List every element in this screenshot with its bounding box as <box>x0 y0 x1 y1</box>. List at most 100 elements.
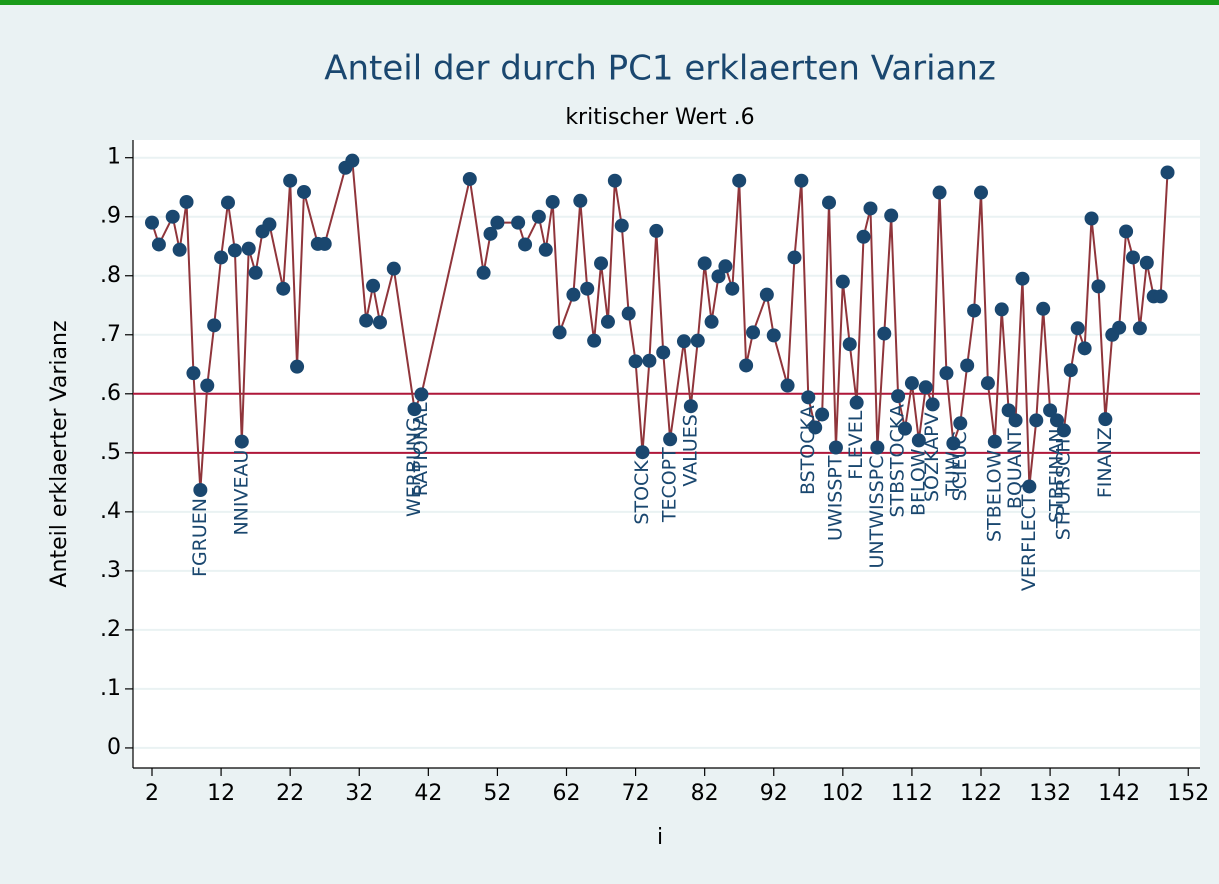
x-axis-label: i <box>657 825 663 850</box>
y-tick-label: .2 <box>100 617 121 642</box>
marker <box>1008 413 1023 428</box>
y-tick-label: .8 <box>100 263 121 288</box>
marker <box>366 278 381 293</box>
y-tick-label: .7 <box>100 322 121 347</box>
point-label: SCIEUC <box>949 431 971 501</box>
y-tick-label: .5 <box>100 440 121 465</box>
marker <box>898 421 913 436</box>
marker <box>607 173 622 188</box>
marker <box>884 208 899 223</box>
marker <box>939 366 954 381</box>
x-tick-label: 12 <box>207 781 235 806</box>
x-tick-label: 142 <box>1098 781 1140 806</box>
marker <box>296 184 311 199</box>
point-label: UWISSPT <box>824 455 846 541</box>
chart-subtitle: kritischer Wert .6 <box>565 105 754 130</box>
marker <box>200 378 215 393</box>
x-tick-label: 122 <box>960 781 1002 806</box>
marker <box>766 328 781 343</box>
marker <box>483 226 498 241</box>
marker <box>538 242 553 257</box>
point-label: NNIVEAU <box>230 450 252 536</box>
marker <box>600 314 615 329</box>
marker <box>697 256 712 271</box>
plot-area <box>133 140 1200 768</box>
marker <box>994 302 1009 317</box>
point-label: STOCK <box>631 460 653 525</box>
marker <box>573 193 588 208</box>
marker <box>1160 165 1175 180</box>
point-label: WERBUNG <box>403 417 425 517</box>
marker <box>476 265 491 280</box>
marker <box>856 229 871 244</box>
y-tick-label: .9 <box>100 204 121 229</box>
point-label: BSTOCKA <box>797 405 819 495</box>
marker <box>407 402 422 417</box>
marker <box>953 416 968 431</box>
marker <box>815 407 830 422</box>
point-label: TUW <box>942 451 964 497</box>
marker <box>248 265 263 280</box>
marker <box>711 269 726 284</box>
marker <box>628 354 643 369</box>
point-label: STBSTOCKA <box>887 404 909 517</box>
marker <box>276 281 291 296</box>
x-tick-label: 42 <box>414 781 442 806</box>
marker <box>518 237 533 252</box>
x-tick-label: 2 <box>145 781 159 806</box>
point-label: FINANZ <box>1094 427 1116 498</box>
marker <box>1098 412 1113 427</box>
marker <box>663 432 678 447</box>
chart-title: Anteil der durch PC1 erklaerten Varianz <box>324 49 996 89</box>
x-tick-label: 32 <box>345 781 373 806</box>
x-tick-label: 72 <box>622 781 650 806</box>
marker <box>828 440 843 455</box>
top-bar <box>0 0 1219 5</box>
point-label: SOZKAPV <box>921 412 943 502</box>
marker <box>1036 301 1051 316</box>
point-label: VERFLECT <box>1018 494 1040 591</box>
marker <box>1125 250 1140 265</box>
x-tick-label: 132 <box>1029 781 1071 806</box>
point-label: STBFINAN <box>1045 428 1067 523</box>
marker <box>1084 211 1099 226</box>
marker <box>987 434 1002 449</box>
x-tick-label: 92 <box>760 781 788 806</box>
marker <box>227 243 242 258</box>
marker <box>179 194 194 209</box>
marker <box>172 242 187 257</box>
marker <box>642 353 657 368</box>
marker <box>1015 271 1030 286</box>
marker <box>801 390 816 405</box>
y-tick-label: .1 <box>100 676 121 701</box>
marker <box>1119 224 1134 239</box>
marker <box>165 209 180 224</box>
marker <box>1022 479 1037 494</box>
marker <box>787 250 802 265</box>
marker <box>594 256 609 271</box>
x-tick-label: 22 <box>276 781 304 806</box>
marker <box>967 303 982 318</box>
x-tick-label: 112 <box>891 781 933 806</box>
y-tick-label: .3 <box>100 558 121 583</box>
marker <box>974 185 989 200</box>
point-label: TECOPT <box>659 447 681 523</box>
marker <box>704 314 719 329</box>
marker <box>531 209 546 224</box>
point-label: STPURSCH <box>1052 438 1074 540</box>
marker <box>144 215 159 230</box>
point-label: STBELOW <box>983 449 1005 542</box>
marker <box>904 376 919 391</box>
marker <box>925 397 940 412</box>
marker <box>614 218 629 233</box>
marker <box>580 281 595 296</box>
marker <box>283 173 298 188</box>
point-label: BFLOW <box>907 448 929 516</box>
marker <box>214 250 229 265</box>
marker <box>186 366 201 381</box>
marker <box>1153 289 1168 304</box>
marker <box>414 387 429 402</box>
point-label: UNTWISSPC <box>866 456 888 569</box>
marker <box>822 195 837 210</box>
marker <box>511 215 526 230</box>
